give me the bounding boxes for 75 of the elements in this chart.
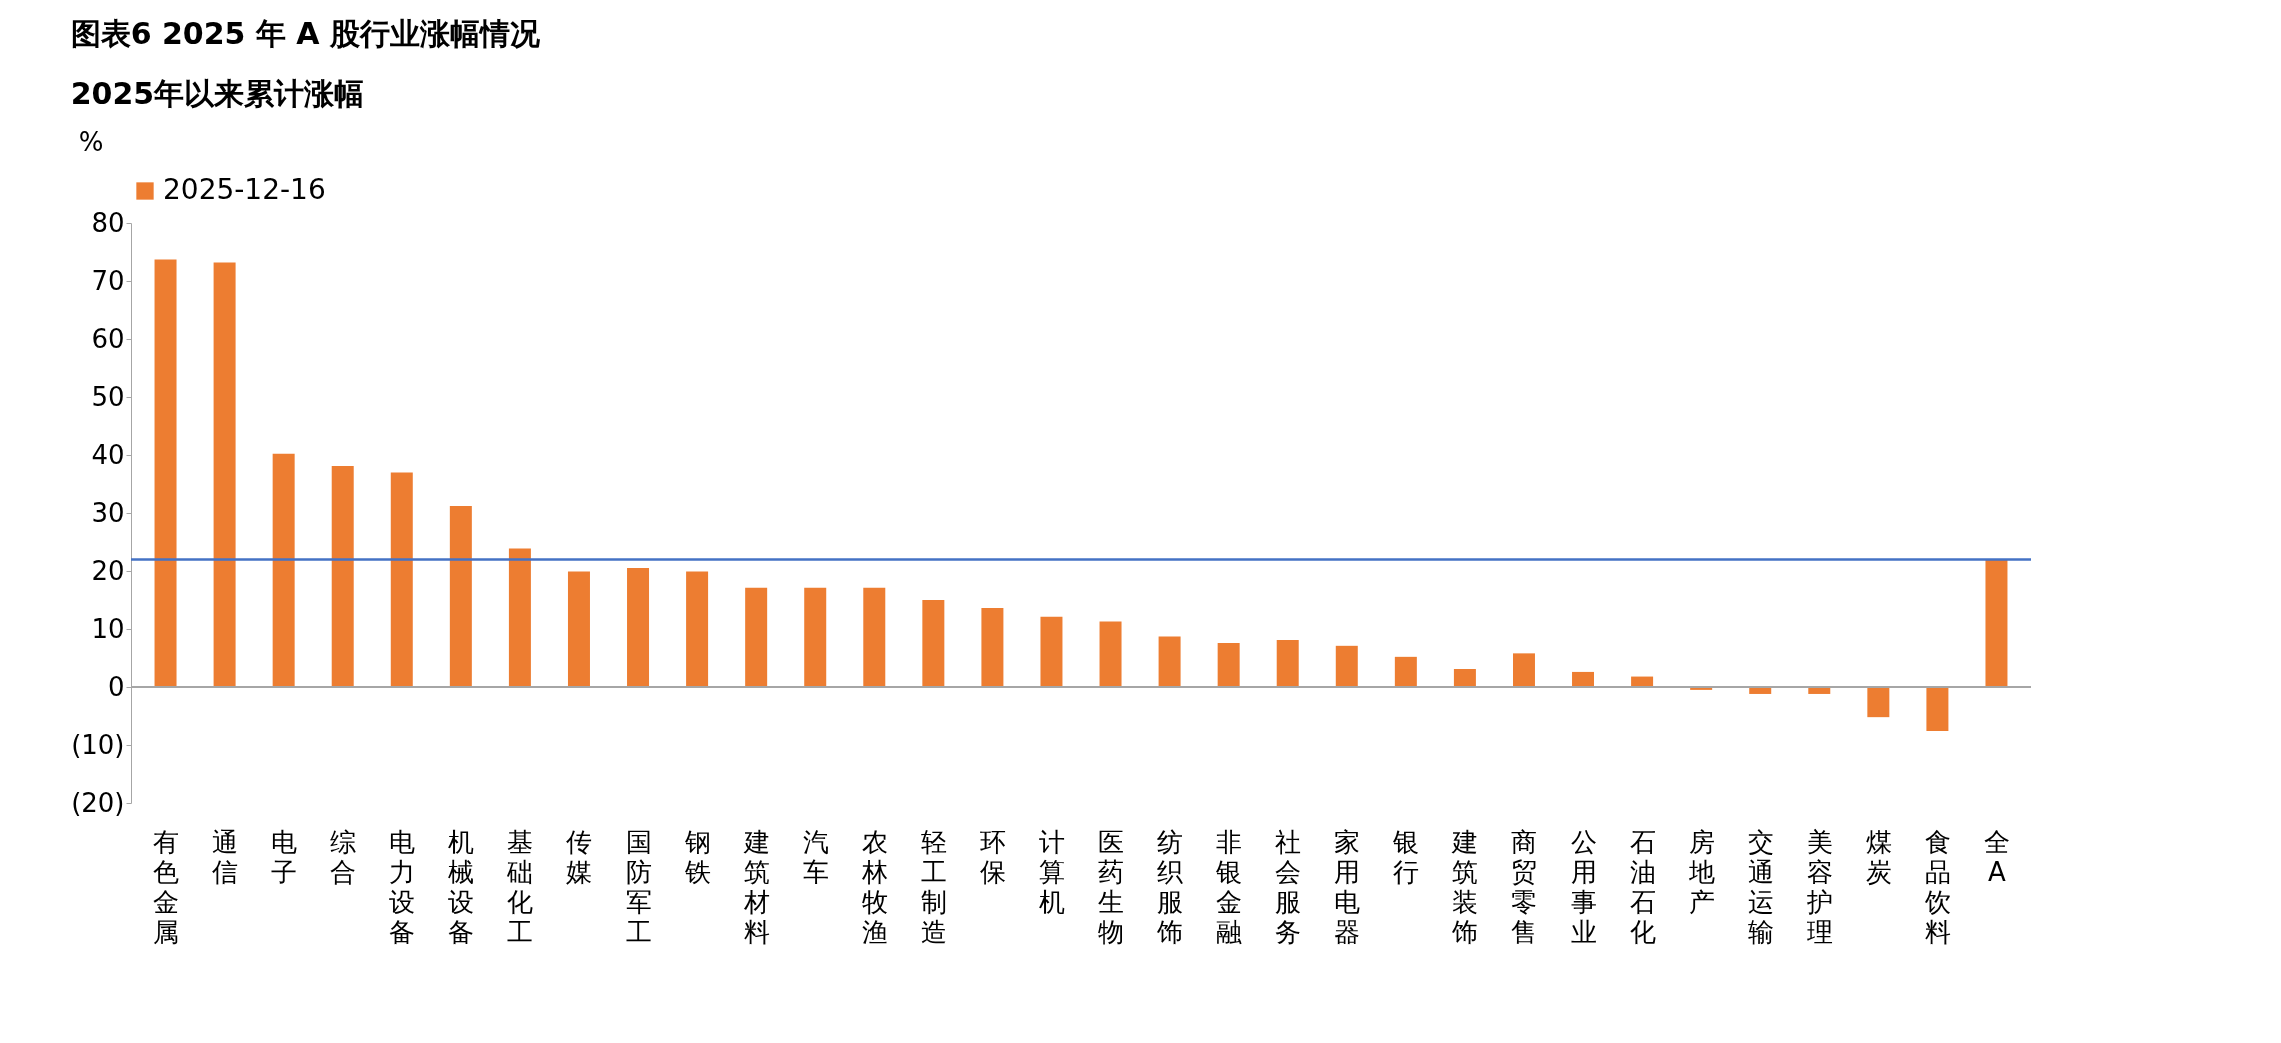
x-tick-label: 环保: [979, 826, 1006, 887]
x-tick-label: 基础化工: [506, 826, 534, 947]
bar: [1335, 645, 1358, 687]
legend-label: 2025-12-16: [163, 173, 326, 206]
y-tick-label: 50: [91, 381, 125, 412]
bar: [804, 587, 827, 687]
chart-title: 图表6 2025 年 A 股行业涨幅情况: [70, 16, 541, 51]
y-tick-label: 40: [91, 439, 125, 470]
y-tick-label: (10): [71, 729, 125, 760]
x-tick-label: 美容护理: [1805, 826, 1833, 947]
bar: [508, 548, 531, 687]
x-tick-label: 计算机: [1038, 826, 1065, 917]
x-tick-label: 家用电器: [1334, 826, 1361, 947]
x-tick-label: 通信: [212, 826, 239, 887]
x-tick-label: 汽车: [802, 826, 829, 887]
x-tick-label: 医药生物: [1098, 826, 1125, 947]
bar: [745, 587, 768, 687]
y-tick-label: 20: [91, 555, 125, 586]
y-tick-label: 60: [91, 323, 125, 354]
y-tick-label: 30: [91, 497, 125, 528]
x-tick-label: 公用事业: [1570, 826, 1597, 947]
x-tick-label: 商贸零售: [1511, 826, 1538, 947]
x-tick-label: 国防军工: [625, 826, 652, 947]
bar: [1394, 656, 1417, 687]
bar: [1867, 687, 1890, 718]
y-tick-label: 10: [91, 613, 125, 644]
bar: [1276, 640, 1299, 687]
bar: [1453, 669, 1476, 687]
x-tick-label: 电力设备: [389, 826, 416, 947]
x-tick-label: 建筑材料: [742, 826, 770, 947]
x-tick-label: 轻工制造: [920, 826, 947, 947]
bar: [331, 466, 354, 687]
x-tick-label: 综合: [330, 826, 357, 887]
bar: [863, 587, 886, 687]
bar: [449, 506, 472, 687]
bar: [981, 608, 1004, 687]
x-tick-label: 农林牧渔: [860, 826, 888, 947]
bar: [390, 472, 413, 687]
bar: [686, 571, 709, 687]
bar: [1926, 687, 1949, 732]
x-tick-label: 银行: [1392, 826, 1420, 887]
bar: [1099, 621, 1122, 687]
bar: [567, 571, 590, 687]
y-tick-label: (20): [71, 787, 125, 818]
x-tick-label: 煤炭: [1865, 826, 1892, 887]
bar: [1158, 636, 1181, 687]
x-tick-label: 有色金属: [153, 826, 180, 947]
y-axis-title: %: [78, 127, 104, 157]
bar: [154, 259, 177, 687]
chart-subtitle: 2025年以来累计涨幅: [70, 76, 365, 111]
x-tick-label: 电子: [271, 826, 298, 887]
x-tick-label: 全A: [1983, 826, 2010, 887]
bar: [1985, 559, 2008, 687]
x-tick-label: 纺织服饰: [1156, 826, 1184, 947]
bar: [1040, 616, 1063, 687]
x-tick-label: 非银金融: [1215, 826, 1243, 947]
bar: [1572, 671, 1595, 687]
x-tick-label: 传媒: [566, 826, 593, 887]
x-tick-label: 石油石化: [1629, 826, 1656, 947]
bar: [272, 453, 295, 687]
y-tick-label: 0: [107, 671, 125, 702]
bar: [1217, 642, 1240, 687]
bar: [627, 568, 650, 687]
x-tick-label: 食品饮料: [1923, 826, 1951, 947]
bar: [213, 262, 236, 687]
bar: [1512, 653, 1535, 687]
x-tick-label: 机械设备: [448, 826, 475, 947]
y-tick-label: 70: [91, 265, 125, 296]
x-tick-label: 社会服务: [1275, 826, 1302, 947]
x-tick-label: 交通运输: [1747, 826, 1774, 947]
x-tick-label: 建筑装饰: [1451, 826, 1479, 947]
x-tick-label: 钢铁: [683, 826, 711, 887]
bar: [922, 600, 945, 687]
x-tick-label: 房地产: [1687, 826, 1715, 917]
y-tick-label: 80: [91, 207, 125, 238]
